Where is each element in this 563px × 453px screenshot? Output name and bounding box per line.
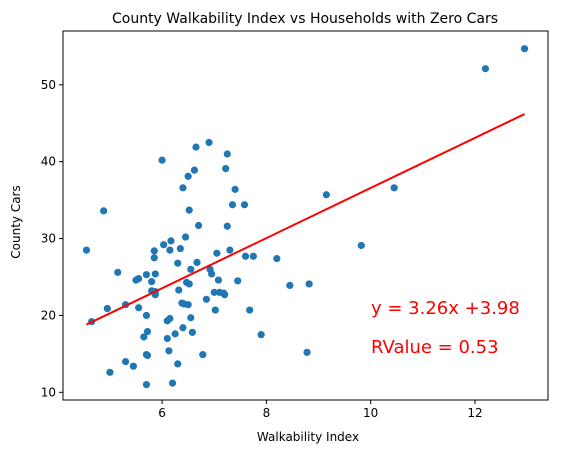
y-axis-ticks: 10 20 30 40 50 bbox=[41, 78, 63, 399]
y-tick-label: 20 bbox=[41, 308, 56, 322]
data-point bbox=[194, 221, 203, 230]
y-tick-label: 10 bbox=[41, 385, 56, 399]
data-point bbox=[181, 233, 190, 241]
data-point bbox=[222, 165, 230, 173]
data-point bbox=[142, 271, 151, 279]
x-tick-label: 8 bbox=[263, 406, 271, 420]
data-point bbox=[121, 357, 130, 366]
data-point bbox=[208, 270, 216, 278]
data-point bbox=[188, 328, 196, 336]
data-point bbox=[163, 334, 171, 343]
data-point bbox=[135, 274, 143, 283]
data-point bbox=[140, 333, 148, 341]
y-tick-label: 30 bbox=[41, 232, 56, 246]
data-point bbox=[226, 246, 234, 254]
data-point bbox=[135, 304, 143, 312]
data-point bbox=[175, 286, 183, 294]
data-point bbox=[184, 301, 192, 309]
data-point bbox=[160, 241, 168, 249]
x-tick-label: 12 bbox=[467, 406, 482, 420]
data-point bbox=[150, 247, 158, 255]
data-point bbox=[185, 206, 193, 214]
data-point bbox=[481, 65, 490, 73]
data-point bbox=[205, 138, 213, 147]
data-point bbox=[249, 252, 257, 260]
data-point bbox=[185, 280, 193, 288]
data-point bbox=[210, 288, 218, 296]
data-point bbox=[241, 252, 250, 260]
data-point bbox=[166, 314, 174, 323]
data-point bbox=[171, 330, 179, 338]
data-point bbox=[148, 278, 156, 286]
x-axis-label: Walkability Index bbox=[257, 430, 359, 444]
data-point bbox=[234, 277, 242, 285]
y-axis-label: County Cars bbox=[9, 185, 23, 258]
y-tick-label: 40 bbox=[41, 155, 56, 169]
data-point bbox=[82, 246, 91, 254]
data-point bbox=[174, 259, 182, 267]
data-point bbox=[165, 347, 173, 355]
r-value-annotation: RValue = 0.53 bbox=[371, 337, 499, 358]
data-point bbox=[193, 258, 201, 266]
x-axis-ticks: 6 8 10 12 bbox=[158, 400, 483, 420]
data-point bbox=[158, 156, 166, 164]
chart-title: County Walkability Index vs Households w… bbox=[112, 11, 498, 27]
x-tick-label: 6 bbox=[158, 406, 166, 420]
data-point bbox=[187, 314, 195, 322]
data-point bbox=[246, 306, 254, 314]
data-point bbox=[179, 184, 187, 192]
data-point bbox=[211, 306, 219, 314]
data-point bbox=[166, 246, 174, 254]
data-point bbox=[100, 207, 108, 215]
data-point bbox=[390, 184, 398, 192]
data-point bbox=[190, 166, 199, 174]
data-point bbox=[106, 368, 114, 376]
data-point bbox=[257, 331, 265, 339]
data-point bbox=[143, 351, 152, 360]
data-point bbox=[240, 201, 249, 209]
regression-line bbox=[86, 113, 525, 326]
data-point bbox=[322, 191, 330, 199]
data-point bbox=[151, 270, 159, 278]
data-point bbox=[187, 265, 195, 273]
data-point bbox=[167, 237, 175, 245]
data-point bbox=[231, 185, 239, 193]
data-point bbox=[305, 280, 313, 288]
data-point bbox=[184, 172, 192, 180]
data-point bbox=[103, 304, 111, 313]
data-point bbox=[150, 254, 158, 262]
data-point bbox=[142, 381, 151, 389]
data-point bbox=[520, 45, 529, 53]
data-point bbox=[223, 222, 231, 230]
data-point bbox=[202, 295, 211, 303]
data-point bbox=[174, 360, 182, 368]
data-point bbox=[221, 291, 229, 299]
x-tick-label: 10 bbox=[363, 406, 378, 420]
data-point bbox=[303, 348, 311, 356]
data-point bbox=[223, 150, 231, 158]
data-point bbox=[192, 143, 200, 151]
data-point bbox=[114, 268, 122, 276]
data-point bbox=[176, 244, 184, 253]
data-point bbox=[273, 254, 281, 263]
data-point bbox=[179, 324, 187, 332]
data-point bbox=[168, 379, 177, 387]
data-point bbox=[199, 351, 207, 359]
plot-area-frame bbox=[62, 30, 549, 401]
data-point bbox=[143, 327, 152, 336]
data-point bbox=[357, 241, 365, 250]
data-point bbox=[286, 281, 294, 290]
data-point bbox=[129, 362, 138, 370]
data-point bbox=[214, 276, 223, 284]
points-layer bbox=[82, 45, 529, 389]
data-point bbox=[213, 249, 221, 257]
data-point bbox=[142, 311, 151, 320]
data-point bbox=[228, 201, 237, 209]
y-tick-label: 50 bbox=[41, 78, 56, 92]
regression-equation: y = 3.26x +3.98 bbox=[371, 298, 520, 319]
